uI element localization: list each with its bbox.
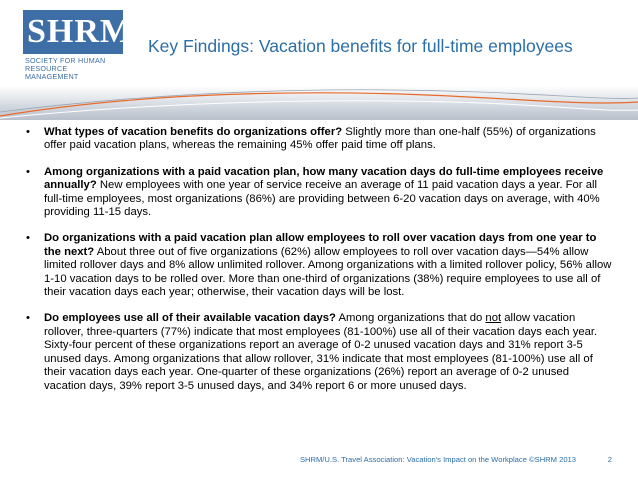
finding-text: What types of vacation benefits do organ… (44, 126, 612, 153)
finding-answer: Slightly more than one-half (55%) of org… (44, 126, 596, 152)
bullet-marker: • (26, 312, 30, 325)
finding-answer: New employees with one year of service r… (44, 179, 600, 219)
finding-answer-post: allow vacation rollover, three-quarters … (44, 312, 598, 392)
finding-answer-pre: Among organizations that do (335, 312, 486, 325)
finding-answer: About three out of five organizations (6… (44, 245, 612, 299)
bullet-marker: • (26, 232, 30, 245)
findings-list: • What types of vacation benefits do org… (26, 126, 612, 406)
shrm-logo: SHRM ® Society for Human Resource Managem… (23, 10, 141, 85)
finding-item: • Do organizations with a paid vacation … (26, 232, 612, 299)
logo-mark-text: SHRM (27, 13, 133, 50)
decorative-band (0, 86, 638, 120)
finding-text: Among organizations with a paid vacation… (44, 166, 612, 220)
footer: SHRM/U.S. Travel Association: Vacation's… (0, 455, 638, 469)
finding-text: Do employees use all of their available … (44, 312, 612, 392)
bullet-marker: • (26, 165, 30, 178)
slide-title: Key Findings: Vacation benefits for full… (148, 36, 573, 56)
registered-mark: ® (134, 14, 142, 24)
finding-question: Among organizations with a paid vacation… (44, 165, 604, 192)
logo-tagline-line1: Society for Human (25, 56, 106, 65)
finding-item: • Among organizations with a paid vacati… (26, 166, 612, 220)
footer-citation: SHRM/U.S. Travel Association: Vacation's… (299, 455, 576, 464)
finding-item: • What types of vacation benefits do org… (26, 126, 612, 153)
logo-tagline: Society for Human Resource Management (23, 57, 123, 81)
finding-question: Do organizations with a paid vacation pl… (44, 232, 597, 258)
bullet-marker: • (26, 126, 30, 138)
finding-question: What types of vacation benefits do organ… (44, 126, 343, 138)
finding-answer-emphasis: not (485, 312, 502, 325)
logo-tagline-line2: Resource Management (25, 64, 79, 81)
logo-mark: SHRM ® (23, 10, 141, 54)
finding-item: • Do employees use all of their availabl… (26, 312, 612, 392)
finding-question: Do employees use all of their available … (44, 312, 336, 325)
page-number: 2 (607, 455, 612, 464)
finding-text: Do organizations with a paid vacation pl… (44, 232, 612, 299)
